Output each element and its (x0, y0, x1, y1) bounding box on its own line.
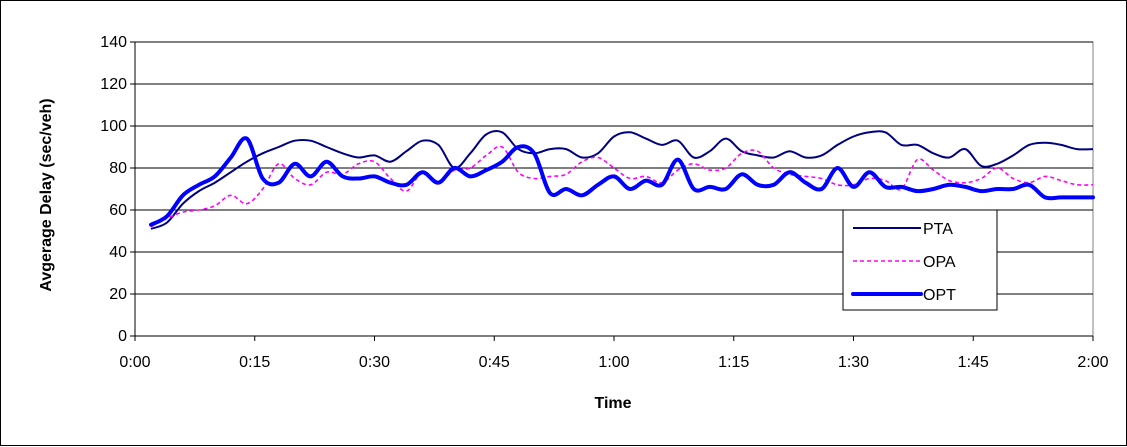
x-tick-label-0:15: 0:15 (239, 354, 270, 371)
y-axis-title: Avgerage Delay (sec/veh) (38, 98, 55, 291)
y-tick-label-100: 100 (100, 118, 127, 135)
y-tick-label-140: 140 (100, 34, 127, 51)
y-tick-label-120: 120 (100, 76, 127, 93)
y-tick-labels: 0 20 40 60 80 100 120 140 (100, 34, 127, 345)
x-tick-label-0:45: 0:45 (479, 354, 510, 371)
series-lines (149, 129, 1095, 230)
x-tick-label-1:45: 1:45 (958, 354, 989, 371)
legend-label-pta: PTA (923, 221, 953, 238)
x-tick-label-0:00: 0:00 (119, 354, 150, 371)
y-tick-label-40: 40 (109, 244, 127, 261)
x-tick-label-2:00: 2:00 (1077, 354, 1108, 371)
x-tick-label-1:15: 1:15 (718, 354, 749, 371)
x-tick-label-0:30: 0:30 (359, 354, 390, 371)
legend: PTA OPA OPT (842, 209, 998, 311)
legend-label-opa: OPA (923, 254, 956, 271)
y-tick-label-0: 0 (118, 328, 127, 345)
x-tick-labels: 0:00 0:15 0:30 0:45 1:00 1:15 1:30 1:45 2:00 (119, 354, 1108, 371)
axes (130, 41, 1094, 341)
y-tick-label-80: 80 (109, 160, 127, 177)
x-tick-label-1:00: 1:00 (598, 354, 629, 371)
y-tick-label-20: 20 (109, 286, 127, 303)
x-axis-title: Time (594, 395, 631, 412)
y-tick-label-60: 60 (109, 202, 127, 219)
series-line-pta (150, 129, 1094, 230)
legend-label-opt: OPT (923, 287, 956, 304)
series-line-opt (149, 136, 1095, 227)
x-tick-label-1:30: 1:30 (838, 354, 869, 371)
series-line-opa (150, 145, 1094, 228)
